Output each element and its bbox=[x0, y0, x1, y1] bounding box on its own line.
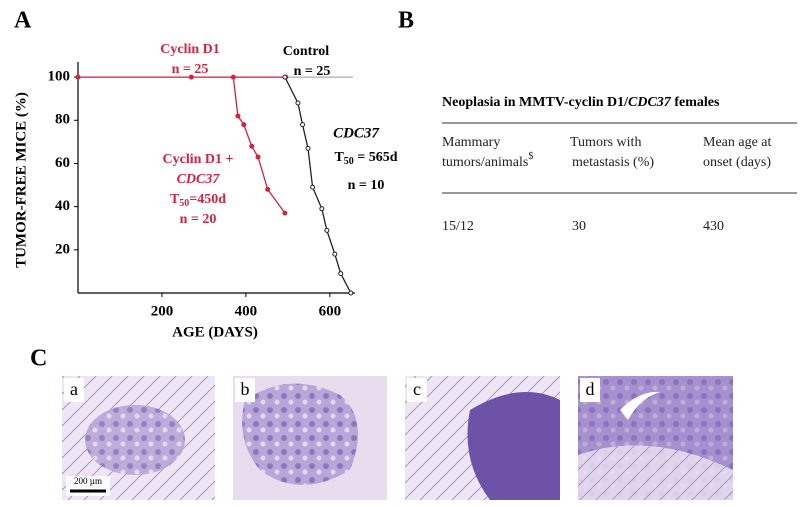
data-point bbox=[282, 74, 288, 80]
table: Neoplasia in MMTV-cyclin D1/CDC37 female… bbox=[442, 95, 797, 234]
column-header: metastasis (%) bbox=[572, 155, 654, 170]
image-label: a bbox=[70, 379, 78, 399]
annotation: T bbox=[170, 192, 180, 207]
column-header: onset (days) bbox=[703, 155, 771, 170]
panel-label: B bbox=[398, 8, 414, 34]
x-tick-label: 400 bbox=[235, 303, 258, 319]
series-label: Control bbox=[283, 44, 330, 59]
column-header: Mean age at bbox=[703, 135, 772, 150]
image-label: b bbox=[241, 379, 250, 399]
series-label: CDC37 bbox=[333, 125, 379, 141]
data-point bbox=[188, 74, 194, 80]
micrograph bbox=[85, 405, 185, 475]
image-label-box bbox=[580, 378, 600, 402]
series-line bbox=[284, 76, 352, 294]
column-header: Mammary bbox=[442, 135, 500, 150]
series-line bbox=[232, 77, 286, 214]
panel-label: C bbox=[30, 346, 47, 372]
micrograph bbox=[467, 392, 560, 500]
table-cell: 15/12 bbox=[442, 219, 474, 234]
micrograph bbox=[578, 445, 733, 500]
data-point bbox=[241, 122, 247, 128]
data-point bbox=[75, 74, 81, 80]
data-point bbox=[282, 210, 288, 216]
x-axis-label: AGE (DAYS) bbox=[172, 324, 258, 340]
series-label: Cyclin D1 + bbox=[163, 152, 234, 167]
annotation: =450d bbox=[189, 192, 226, 207]
data-point bbox=[300, 122, 306, 128]
panel-label: A bbox=[14, 8, 32, 34]
data-point bbox=[338, 271, 344, 277]
image-label-box bbox=[407, 378, 427, 402]
annotation: T bbox=[334, 150, 344, 165]
data-point bbox=[265, 186, 271, 192]
data-point bbox=[230, 74, 236, 80]
annotation: n = 20 bbox=[180, 212, 217, 227]
data-point bbox=[305, 145, 311, 151]
chart: TUMOR-FREE MICE (%) AGE (DAYS) Cyclin D1… bbox=[13, 42, 397, 340]
annotation: T50=450d bbox=[170, 192, 226, 209]
annotation: T50 = 565d bbox=[334, 150, 397, 167]
annotation: n = 10 bbox=[348, 178, 385, 193]
annotation: CDC37 bbox=[177, 172, 221, 187]
data-point bbox=[348, 290, 354, 296]
y-tick-label: 20 bbox=[55, 241, 70, 257]
column-header: tumors/animals bbox=[442, 155, 528, 170]
table-title: females bbox=[671, 95, 720, 110]
scale-bar-label: 200 µm bbox=[74, 476, 102, 486]
micrograph bbox=[242, 383, 358, 485]
table-title: CDC37 bbox=[628, 95, 672, 110]
data-point bbox=[255, 154, 261, 160]
table-title: Neoplasia in MMTV-cyclin D1/ bbox=[442, 95, 629, 110]
data-point bbox=[249, 143, 255, 149]
annotation: 50 bbox=[344, 156, 354, 167]
y-axis-label: TUMOR-FREE MICE (%) bbox=[13, 92, 29, 268]
y-tick-label: 60 bbox=[55, 155, 70, 171]
annotation: n = 25 bbox=[294, 64, 331, 79]
data-point bbox=[310, 184, 316, 190]
micrographs: a b c d 200 µm bbox=[62, 376, 733, 500]
column-header: $ bbox=[528, 151, 533, 162]
y-tick-label: 100 bbox=[48, 69, 71, 85]
column-header: tumors/animals$ bbox=[442, 151, 533, 170]
data-point bbox=[295, 100, 301, 106]
image-label-box bbox=[64, 378, 84, 402]
annotation: 50 bbox=[179, 198, 189, 209]
image-label: c bbox=[413, 379, 421, 399]
series-label: Cyclin D1 bbox=[160, 42, 220, 57]
x-tick-label: 200 bbox=[151, 303, 174, 319]
data-point bbox=[319, 206, 325, 212]
table-title: Neoplasia in MMTV-cyclin D1/CDC37 female… bbox=[442, 95, 720, 110]
data-point bbox=[332, 251, 338, 257]
y-tick-label: 80 bbox=[55, 112, 70, 128]
y-tick-label: 40 bbox=[55, 198, 70, 214]
table-cell: 30 bbox=[572, 219, 586, 234]
image-label-box bbox=[235, 378, 255, 402]
x-tick-label: 600 bbox=[319, 303, 342, 319]
image-label: d bbox=[586, 379, 595, 399]
micrograph bbox=[620, 391, 660, 420]
data-point bbox=[324, 227, 330, 233]
table-cell: 430 bbox=[703, 219, 724, 234]
column-header: Tumors with bbox=[570, 135, 641, 150]
annotation: n = 25 bbox=[172, 62, 209, 77]
data-point bbox=[235, 113, 241, 119]
annotation: = 565d bbox=[354, 150, 398, 165]
